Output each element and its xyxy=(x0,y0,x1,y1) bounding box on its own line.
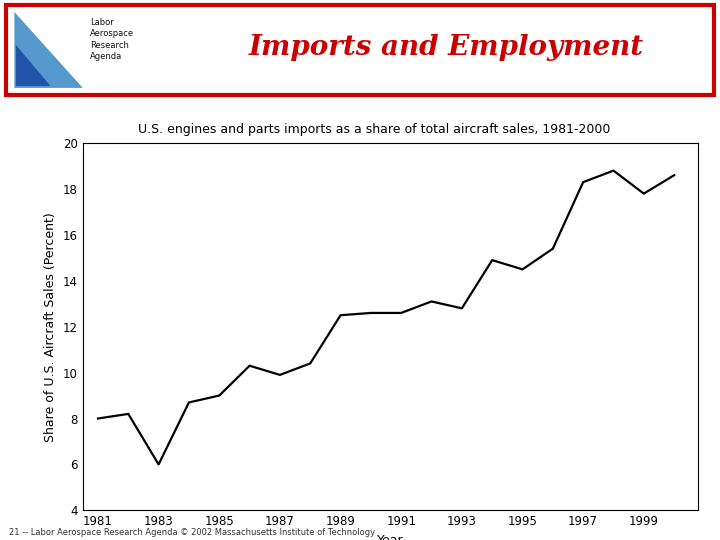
Y-axis label: Share of U.S. Aircraft Sales (Percent): Share of U.S. Aircraft Sales (Percent) xyxy=(45,212,58,442)
Text: Imports and Employment: Imports and Employment xyxy=(249,35,644,62)
Polygon shape xyxy=(14,12,83,88)
Text: 21 -- Labor Aerospace Research Agenda © 2002 Massachusetts Institute of Technolo: 21 -- Labor Aerospace Research Agenda © … xyxy=(9,528,375,537)
Text: Labor
Aerospace
Research
Agenda: Labor Aerospace Research Agenda xyxy=(90,18,134,62)
X-axis label: Year: Year xyxy=(377,534,404,540)
Text: U.S. engines and parts imports as a share of total aircraft sales, 1981-2000: U.S. engines and parts imports as a shar… xyxy=(138,123,611,136)
Polygon shape xyxy=(16,45,50,86)
